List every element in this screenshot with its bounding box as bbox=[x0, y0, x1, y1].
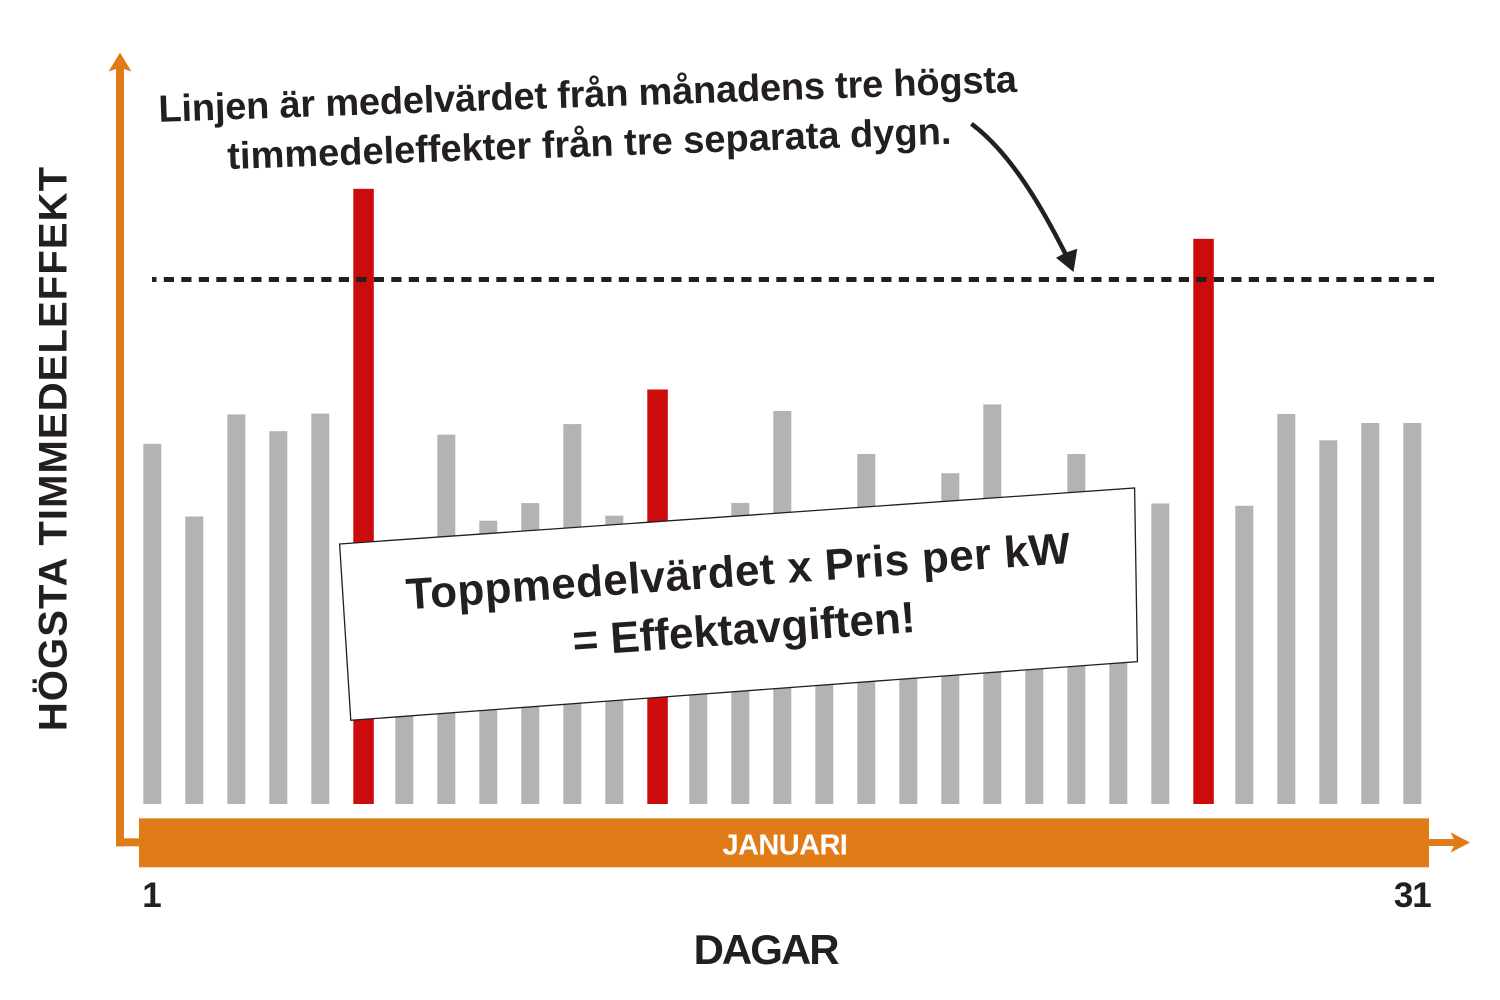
svg-text:1: 1 bbox=[142, 876, 161, 915]
svg-text:31: 31 bbox=[1394, 876, 1431, 915]
svg-text:HÖGSTA TIMMEDELEFFEKT: HÖGSTA TIMMEDELEFFEKT bbox=[31, 166, 76, 731]
svg-text:JANUARI: JANUARI bbox=[723, 830, 848, 862]
svg-text:DAGAR: DAGAR bbox=[694, 926, 840, 973]
